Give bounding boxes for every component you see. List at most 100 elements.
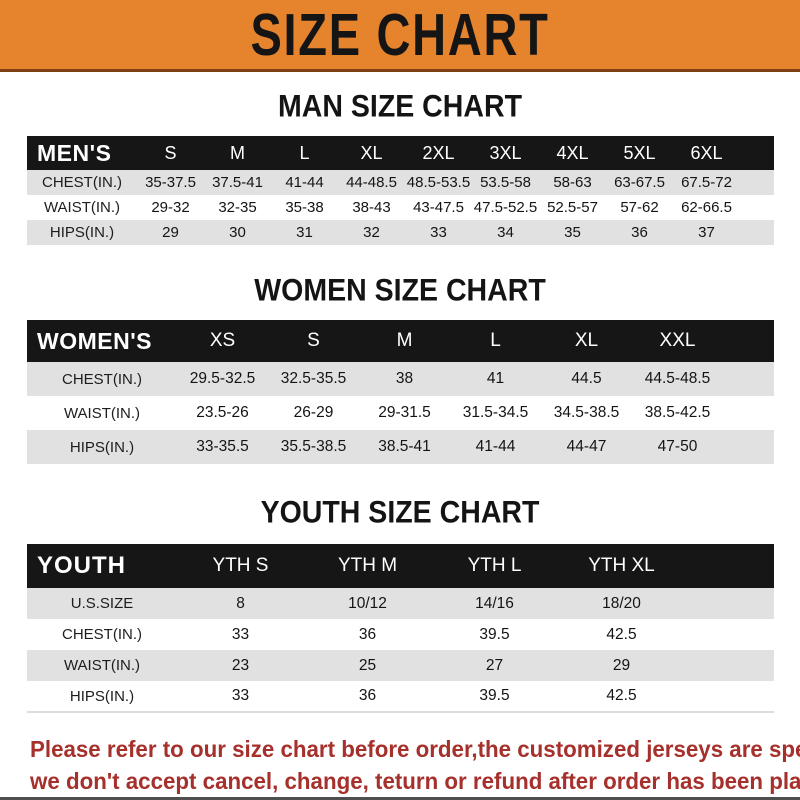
table-header-cell: 3XL xyxy=(489,142,522,163)
table-cell: 32.5-35.5 xyxy=(280,370,347,387)
row-label: U.S.SIZE xyxy=(70,595,134,612)
women-size-table-container: WOMEN'S XS S M L XL XXL CHEST(IN.) 29.5-32.5 32.5… xyxy=(0,320,800,464)
table-cell: 41-44 xyxy=(475,438,516,455)
section-heading-women: WOMEN SIZE CHART xyxy=(254,271,546,308)
row-label: CHEST(IN.) xyxy=(62,370,142,388)
table-header-cell: XL xyxy=(574,330,599,351)
table-header-cell: XS xyxy=(209,330,236,351)
table-cell: 41-44 xyxy=(285,174,324,191)
table-cell: 8 xyxy=(236,594,245,612)
table-header-cell: YTH L xyxy=(467,555,522,576)
table-header-filler xyxy=(723,320,774,362)
table-cell: 42.5 xyxy=(606,625,637,643)
section-heading-man: MAN SIZE CHART xyxy=(277,87,523,124)
table-header-cell: XXL xyxy=(659,330,696,351)
table-cell: 42.5 xyxy=(606,687,637,704)
table-cell: 26-29 xyxy=(293,404,334,421)
table-header-cell: 6XL xyxy=(690,142,723,163)
table-row: CHEST(IN.) 35-37.5 37.5-41 41-44 44-48.5 48.5… xyxy=(27,170,774,195)
banner-title: SIZE CHART xyxy=(250,1,550,68)
table-cell: 34 xyxy=(497,224,514,241)
table-cell: 35-38 xyxy=(285,199,324,216)
row-label: WAIST(IN.) xyxy=(63,404,141,422)
row-label: CHEST(IN.) xyxy=(42,174,122,191)
table-header-label: YOUTH xyxy=(37,552,126,579)
table-header-filler xyxy=(685,544,774,588)
table-cell: 38.5-42.5 xyxy=(644,404,711,421)
table-cell: 63-67.5 xyxy=(614,174,665,191)
disclaimer-line-2: we don't accept cancel, change, teturn o… xyxy=(30,768,800,794)
table-cell: 38.5-41 xyxy=(378,438,431,455)
table-cell: 44-48.5 xyxy=(346,174,397,191)
table-cell: 31.5-34.5 xyxy=(462,404,529,421)
table-cell: 36 xyxy=(631,224,648,241)
table-cell: 29.5-32.5 xyxy=(189,370,256,387)
table-cell: 43-47.5 xyxy=(413,199,464,216)
youth-size-table-container: YOUTH YTH S YTH M YTH L YTH XL U.S.SIZE 8 10/12… xyxy=(0,544,800,713)
size-chart-banner: SIZE CHART xyxy=(0,0,800,72)
table-header-label: WOMEN'S xyxy=(37,327,153,354)
table-cell: 38-43 xyxy=(352,199,391,216)
table-cell: 44.5 xyxy=(571,370,602,387)
table-cell: 32-35 xyxy=(218,199,257,216)
table-cell: 23.5-26 xyxy=(196,404,249,421)
table-cell: 58-63 xyxy=(553,174,592,191)
table-cell: 39.5 xyxy=(479,625,510,643)
table-cell: 33 xyxy=(231,687,250,704)
table-cell: 29 xyxy=(162,224,179,241)
table-cell: 32 xyxy=(363,224,380,241)
table-row: HIPS(IN.) 33-35.5 35.5-38.5 38.5-41 41-44 44-… xyxy=(27,430,774,464)
table-cell-filler xyxy=(723,396,774,430)
row-label: WAIST(IN.) xyxy=(63,657,141,674)
table-cell: 47.5-52.5 xyxy=(473,199,538,216)
table-cell: 44-47 xyxy=(566,438,607,455)
table-cell: 44.5-48.5 xyxy=(644,370,711,387)
table-row: HIPS(IN.) 29 30 31 32 33 34 35 36 37 xyxy=(27,220,774,245)
table-header-cell: YTH XL xyxy=(588,555,655,576)
table-cell: 10/12 xyxy=(348,594,387,612)
table-header-row: MEN'S S M L XL 2XL 3XL 4XL 5XL 6XL xyxy=(27,136,774,170)
table-header-filler xyxy=(740,136,774,170)
table-row: CHEST(IN.) 29.5-32.5 32.5-35.5 38 41 44.5 44.5… xyxy=(27,362,774,396)
table-cell: 35.5-38.5 xyxy=(280,438,347,455)
men-size-table-container: MEN'S S M L XL 2XL 3XL 4XL 5XL 6XL CHEST(IN.) 35-37… xyxy=(0,136,800,245)
table-cell: 57-62 xyxy=(620,199,659,216)
table-header-cell: L xyxy=(490,330,501,351)
table-cell: 18/20 xyxy=(602,594,641,612)
table-cell: 48.5-53.5 xyxy=(406,174,471,191)
table-cell-filler xyxy=(740,220,774,245)
table-cell: 14/16 xyxy=(475,594,514,612)
table-row: U.S.SIZE 8 10/12 14/16 18/20 xyxy=(27,588,774,619)
table-cell: 35 xyxy=(564,224,581,241)
disclaimer-note: Please refer to our size chart before or… xyxy=(30,733,800,797)
table-row: WAIST(IN.) 29-32 32-35 35-38 38-43 43-47.5 47.… xyxy=(27,195,774,220)
table-row: WAIST(IN.) 23.5-26 26-29 29-31.5 31.5-34.5 34… xyxy=(27,396,774,430)
table-cell: 37.5-41 xyxy=(212,174,263,191)
size-table: WOMEN'S XS S M L XL XXL CHEST(IN.) 29.5-32.5 32.5… xyxy=(27,320,774,464)
table-cell: 33 xyxy=(430,224,447,241)
row-label: CHEST(IN.) xyxy=(62,626,142,643)
size-table: MEN'S S M L XL 2XL 3XL 4XL 5XL 6XL CHEST(IN.) 35-37… xyxy=(27,136,774,245)
size-table: YOUTH YTH S YTH M YTH L YTH XL U.S.SIZE 8 10/12… xyxy=(27,544,774,713)
table-cell: 31 xyxy=(296,224,313,241)
table-cell: 62-66.5 xyxy=(681,199,732,216)
table-header-cell: YTH M xyxy=(337,555,398,576)
bottom-border-line xyxy=(0,797,800,800)
table-cell: 25 xyxy=(358,656,377,674)
row-label: HIPS(IN.) xyxy=(49,224,115,241)
row-label: WAIST(IN.) xyxy=(43,199,121,216)
table-cell-filler xyxy=(723,362,774,396)
table-cell: 67.5-72 xyxy=(681,174,732,191)
table-header-cell: XL xyxy=(360,142,383,163)
table-cell: 36 xyxy=(358,625,377,643)
table-header-cell: YTH S xyxy=(212,555,269,576)
table-cell: 29 xyxy=(612,656,631,674)
table-header-cell: M xyxy=(230,142,245,163)
table-header-cell: 4XL xyxy=(556,142,589,163)
table-cell: 37 xyxy=(698,224,715,241)
row-label: HIPS(IN.) xyxy=(69,438,135,456)
table-cell: 38 xyxy=(395,370,414,387)
table-cell: 33 xyxy=(231,625,250,643)
section-heading-youth: YOUTH SIZE CHART xyxy=(260,493,540,530)
disclaimer-line-1: Please refer to our size chart before or… xyxy=(30,736,800,762)
